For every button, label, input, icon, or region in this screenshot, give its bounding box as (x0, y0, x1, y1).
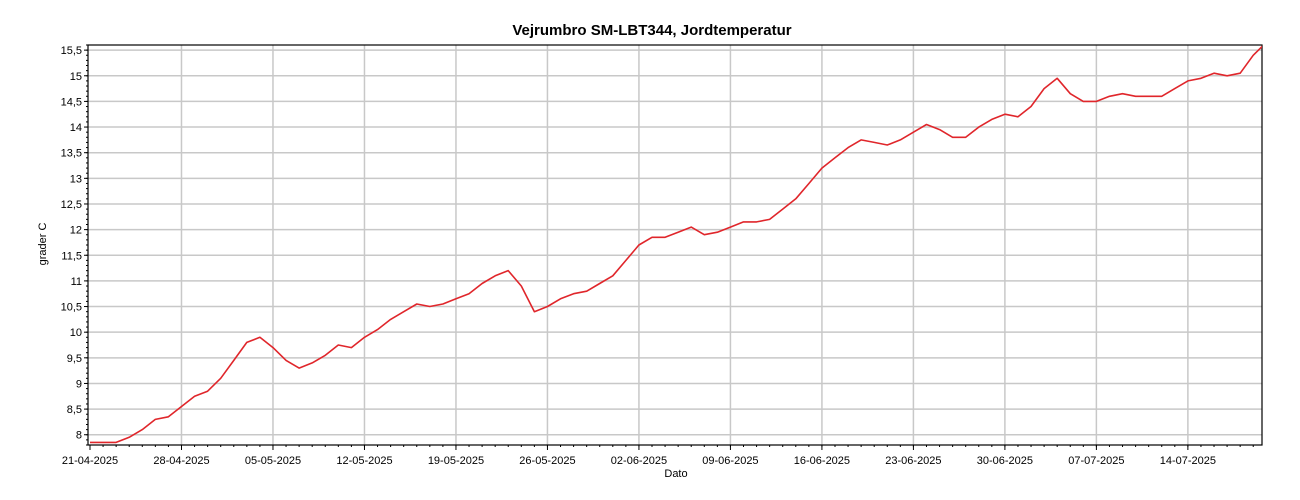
x-tick-label: 07-07-2025 (1068, 455, 1124, 467)
y-axis-label: grader C (37, 223, 49, 266)
axes-layer (84, 44, 1263, 450)
y-tick-label: 15,5 (61, 45, 82, 57)
x-tick-label: 14-07-2025 (1160, 455, 1216, 467)
y-tick-label: 12,5 (61, 199, 82, 211)
x-tick-label: 23-06-2025 (885, 455, 941, 467)
y-tick-label: 11 (71, 276, 82, 288)
grid-layer (88, 45, 1262, 445)
series-layer (90, 45, 1262, 444)
y-tick-label: 11,5 (61, 250, 82, 262)
x-axis-label: Dato (664, 468, 687, 480)
x-tick-label: 09-06-2025 (702, 455, 758, 467)
y-tick-label: 8,5 (67, 404, 82, 416)
x-tick-label: 19-05-2025 (428, 455, 484, 467)
y-tick-label: 15 (70, 71, 82, 83)
x-tick-label: 26-05-2025 (519, 455, 575, 467)
y-tick-label: 9 (76, 378, 82, 390)
chart-title: Vejrumbro SM-LBT344, Jordtemperatur (512, 22, 791, 39)
x-tick-label: 16-06-2025 (794, 455, 850, 467)
y-tick-label: 12 (70, 225, 82, 237)
y-tick-label: 9,5 (67, 353, 82, 365)
y-tick-label: 10 (70, 327, 82, 339)
y-tick-label: 14 (70, 122, 82, 134)
x-tick-label: 30-06-2025 (977, 455, 1033, 467)
x-tick-label: 05-05-2025 (245, 455, 301, 467)
plot-area (88, 45, 1262, 445)
y-tick-label: 10,5 (61, 302, 82, 314)
x-tick-label: 21-04-2025 (62, 455, 118, 467)
x-tick-label: 28-04-2025 (153, 455, 209, 467)
y-tick-label: 8 (76, 430, 82, 442)
plot-frame (87, 44, 1263, 446)
y-tick-label: 13,5 (61, 148, 82, 160)
x-tick-label: 12-05-2025 (336, 455, 392, 467)
y-tick-label: 13 (70, 173, 82, 185)
x-tick-label: 02-06-2025 (611, 455, 667, 467)
y-tick-label: 14,5 (61, 96, 82, 108)
labels-layer: 8 8,5 9 9,5 10 10,5 11 11,5 12 12,5 13 13,5 14 14,5 15… (61, 45, 1216, 467)
series-line (90, 45, 1262, 444)
